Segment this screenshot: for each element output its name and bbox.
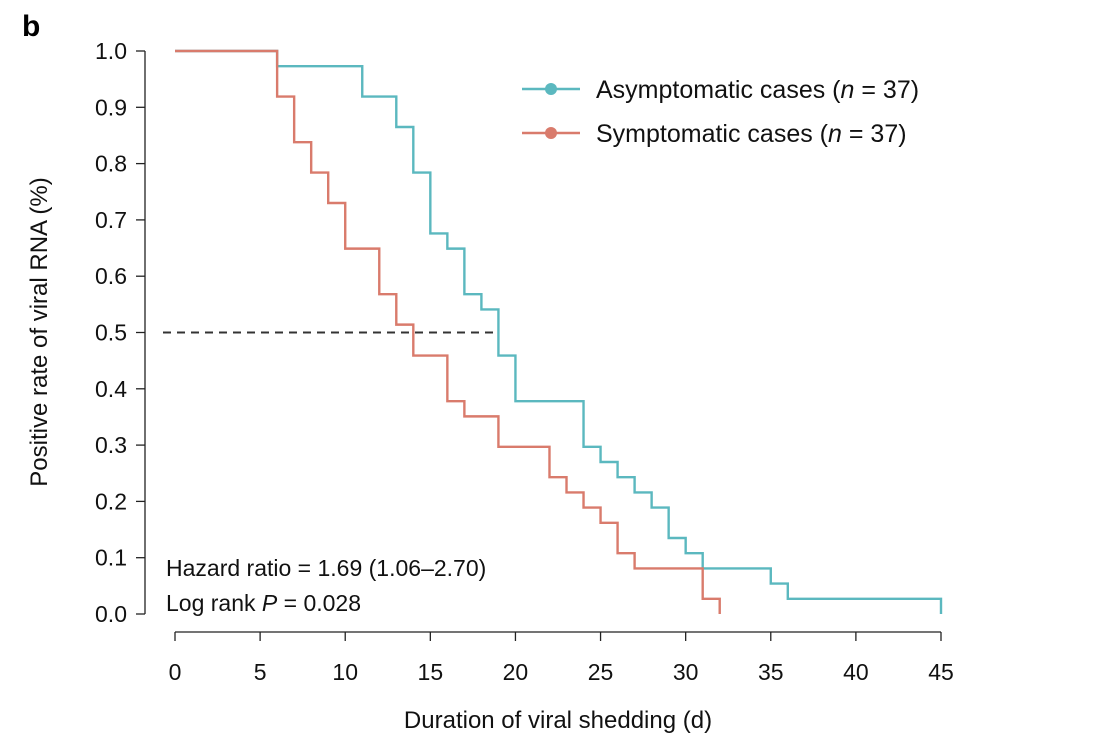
x-tick-label: 15 <box>418 659 444 685</box>
y-tick-label: 0.0 <box>95 601 127 627</box>
x-tick-label: 45 <box>928 659 954 685</box>
y-tick-label: 0.2 <box>95 488 127 514</box>
legend-item: Symptomatic cases (n = 37) <box>522 120 907 148</box>
series-lines <box>175 49 943 614</box>
x-axis-ticks: 0 5 10 15 20 25 30 35 40 45 <box>169 632 954 685</box>
x-tick-label: 35 <box>758 659 784 685</box>
x-tick-label: 40 <box>843 659 869 685</box>
annotation-text: Hazard ratio = 1.69 (1.06–2.70) <box>166 555 486 581</box>
x-tick-label: 0 <box>169 659 182 685</box>
annotation-text: Log rank P = 0.028 <box>166 590 361 616</box>
legend-marker <box>545 83 557 95</box>
x-tick-label: 30 <box>673 659 699 685</box>
legend-item: Asymptomatic cases (n = 37) <box>522 76 919 104</box>
y-tick-label: 0.8 <box>95 151 127 177</box>
legend-label: Symptomatic cases (n = 37) <box>596 120 907 148</box>
legend: Asymptomatic cases (n = 37) Symptomatic c… <box>522 76 919 148</box>
x-tick-label: 20 <box>503 659 529 685</box>
symptomatic-series-line <box>175 49 721 614</box>
panel-label: b <box>22 10 40 43</box>
y-tick-label: 0.5 <box>95 320 127 346</box>
y-tick-label: 1.0 <box>95 38 127 64</box>
x-tick-label: 5 <box>254 659 267 685</box>
y-tick-label: 0.7 <box>95 207 127 233</box>
x-axis-title: Duration of viral shedding (d) <box>404 707 712 734</box>
y-tick-label: 0.9 <box>95 94 127 120</box>
y-tick-label: 0.4 <box>95 376 127 402</box>
y-tick-label: 0.1 <box>95 545 127 571</box>
y-axis-ticks: 0.0 0.1 0.2 0.3 0.4 0.5 0.6 0.7 0.8 0.9 1.0 <box>95 38 145 627</box>
statistics-annotation: Hazard ratio = 1.69 (1.06–2.70) Log rank … <box>166 555 486 616</box>
x-tick-label: 25 <box>588 659 614 685</box>
legend-label: Asymptomatic cases (n = 37) <box>596 76 919 104</box>
y-axis-title: Positive rate of viral RNA (%) <box>26 177 53 486</box>
axes: 0.0 0.1 0.2 0.3 0.4 0.5 0.6 0.7 0.8 0.9 1.0 0 5 10 15… <box>95 38 954 685</box>
y-tick-label: 0.3 <box>95 432 127 458</box>
y-tick-label: 0.6 <box>95 263 127 289</box>
asymptomatic-series-line <box>175 49 943 614</box>
x-tick-label: 10 <box>332 659 358 685</box>
legend-marker <box>545 127 557 139</box>
